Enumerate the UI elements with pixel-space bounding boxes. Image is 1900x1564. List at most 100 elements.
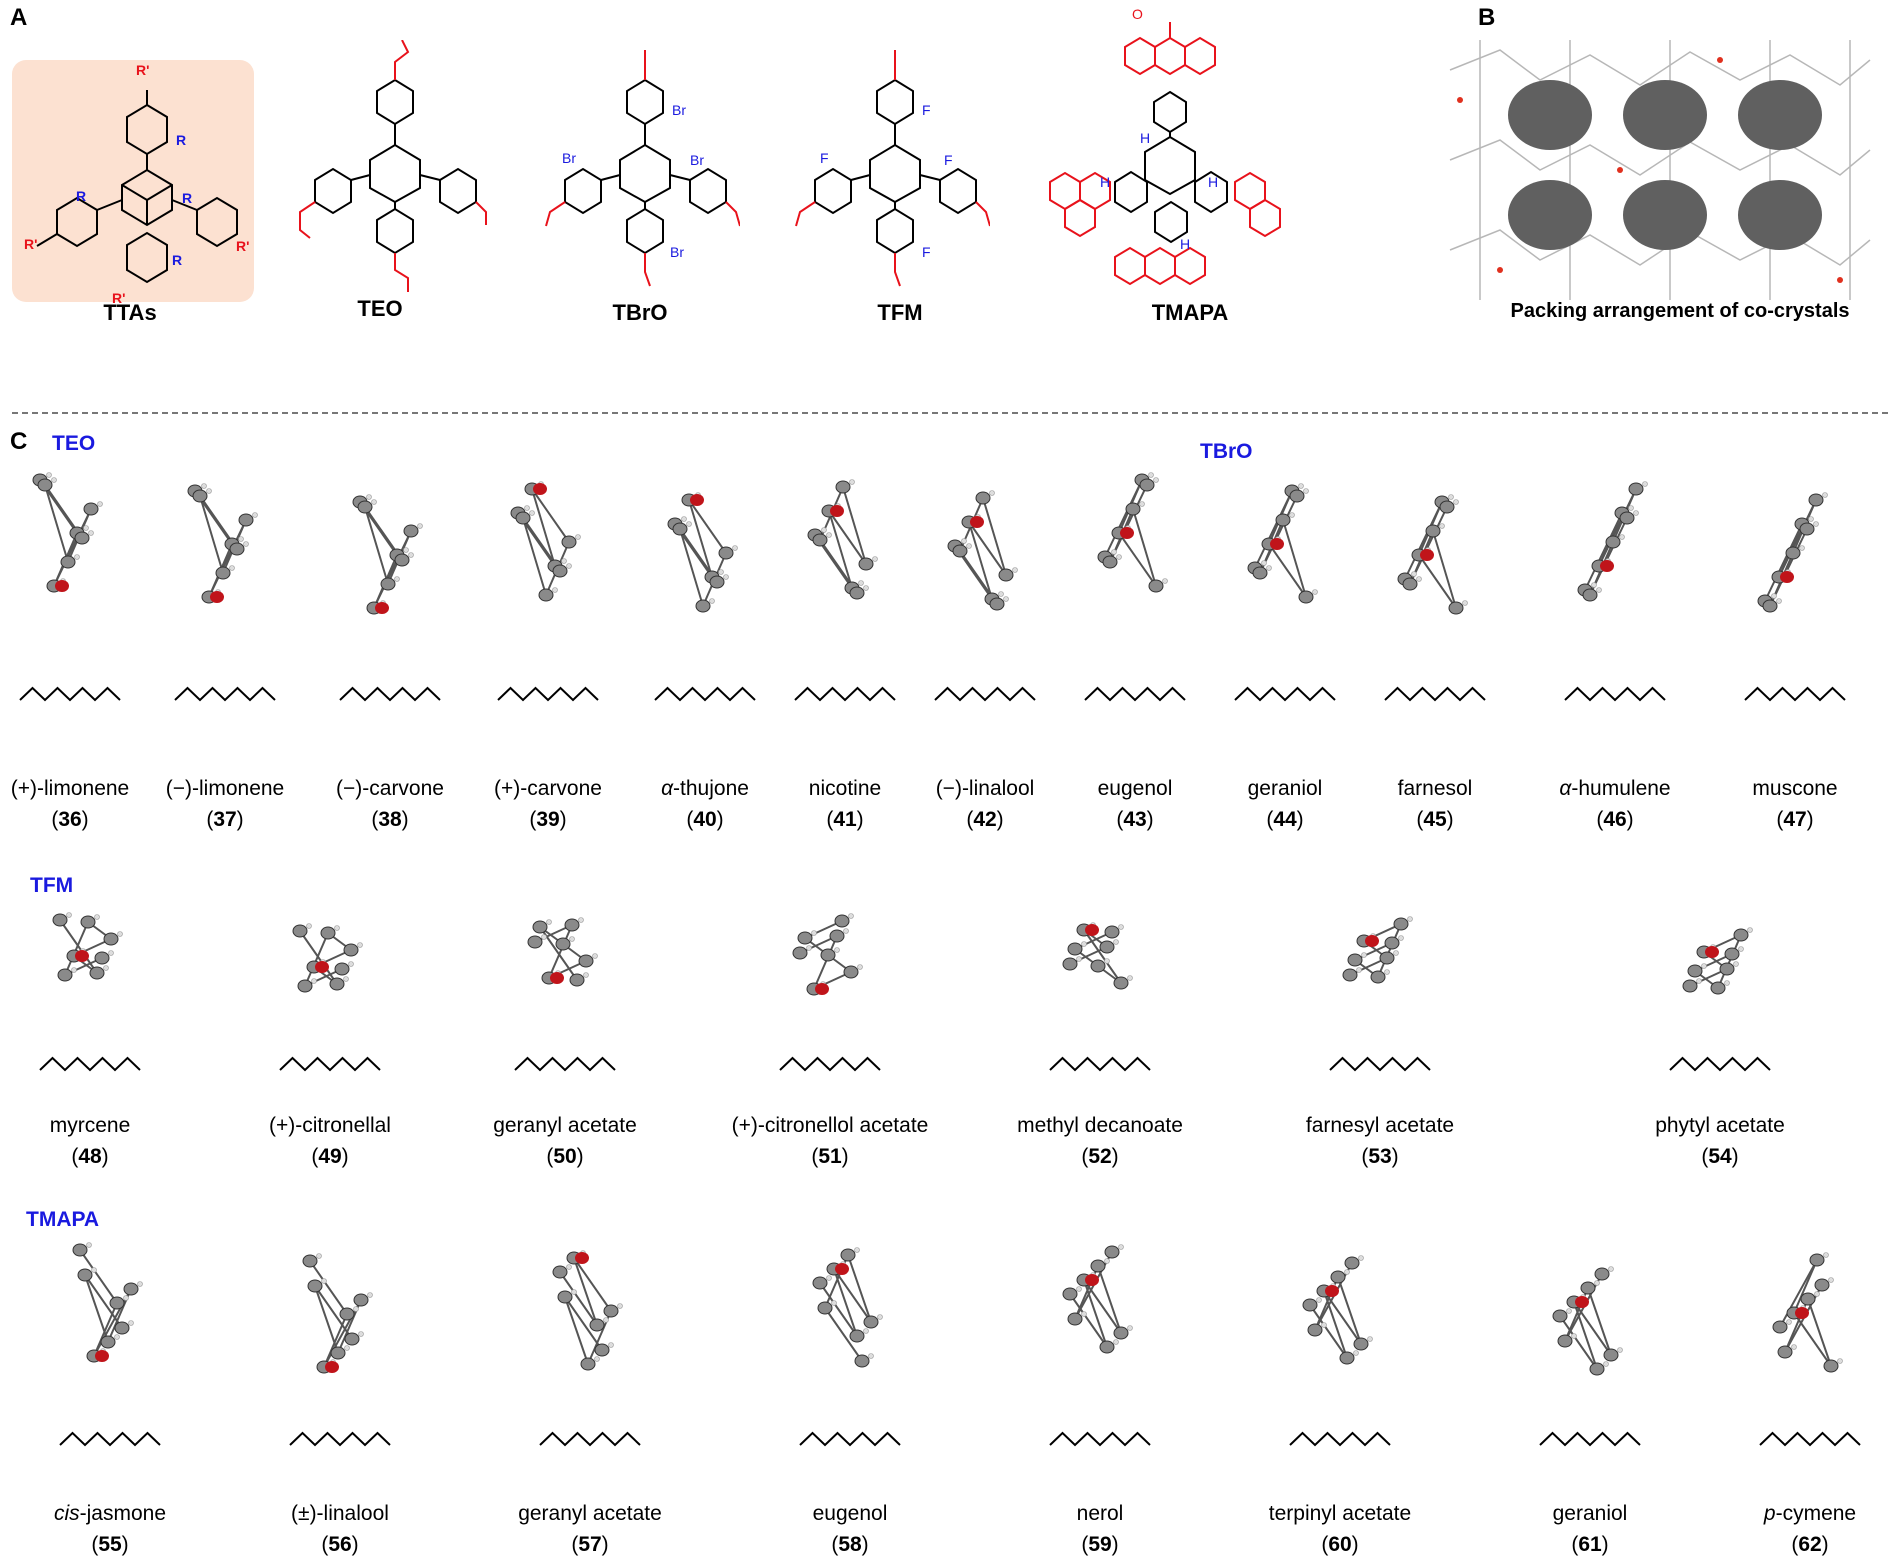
skeletal-structure [1049,1431,1151,1447]
tta-generic-structure [36,90,238,284]
skeletal-structure [779,1056,881,1072]
ortep-molecule [187,483,258,604]
compound-number: (60) [1321,1533,1359,1556]
ortep-molecule [292,923,363,993]
tmapa-h-1: H [1140,130,1151,146]
compound-name: muscone [1752,777,1838,800]
ortep-molecule [1247,483,1318,604]
tbro-br-1: Br [672,102,686,118]
skeletal-structure [279,1056,381,1072]
host-label-tmapa: TMAPA [1151,300,1229,325]
compound-number: (41) [826,808,864,831]
compound-number: (38) [371,808,409,831]
skeletal-structure [1744,686,1846,702]
skeletal-structure [339,686,441,702]
compound-name: α-thujone [661,777,749,800]
compound-name: (+)-citronellal [269,1114,391,1137]
host-label-ttas: TTAs [103,300,157,325]
compound-39: (+)-carvone (39) [483,773,613,835]
compound-number: (57) [571,1533,609,1556]
compound-37: (−)-limonene (37) [160,773,290,835]
tta-generic-box [12,60,254,302]
ortep-molecule [812,1247,883,1368]
ortep-molecule [1062,1244,1133,1354]
compound-name: geranyl acetate [493,1114,637,1137]
tmapa-h-2: H [1100,174,1111,190]
tfm-f-1: F [922,102,931,118]
compound-number: (58) [831,1533,869,1556]
compound-52: methyl decanoate (52) [1000,1110,1200,1172]
row3-skeletal-strip [59,1431,1861,1447]
tmapa-h-3: H [1208,174,1219,190]
ortep-molecule [552,1250,623,1371]
r-right: R [182,190,193,206]
packing-arrangement-image [1449,40,1871,300]
compound-49: (+)-citronellal (49) [250,1110,410,1172]
panel-a-letter: A [10,4,28,31]
r-top: R [176,132,187,148]
ortep-molecule [510,481,581,602]
skeletal-structure [39,1056,141,1072]
skeletal-structure [174,686,276,702]
skeletal-structure [799,1431,901,1447]
r-prime-left: R' [24,236,38,252]
skeletal-structure [539,1431,641,1447]
compound-name: myrcene [49,1114,131,1137]
host-label-tbro: TBrO [612,300,668,325]
compound-name: (+)-limonene [10,777,130,800]
ortep-molecule [947,490,1018,611]
compound-number: (36) [51,808,89,831]
compound-name: eugenol [1097,777,1173,800]
compound-name: (−)-carvone [336,777,444,800]
r-left: R [76,188,87,204]
skeletal-structure [19,686,121,702]
r-prime-right: R' [236,238,250,254]
host-label-teo: TEO [357,296,403,321]
compound-60: terpinyl acetate (60) [1250,1498,1430,1560]
compound-55: cis-jasmone (55) [40,1498,180,1560]
compound-number: (51) [811,1145,849,1168]
compound-name: eugenol [812,1502,888,1525]
skeletal-structure [1759,1431,1861,1447]
compound-number: (55) [91,1533,129,1556]
teo-structure [299,40,487,292]
ortep-molecule [52,912,123,982]
compound-51: (+)-citronellol acetate (51) [710,1110,950,1172]
skeletal-structure [934,686,1036,702]
skeletal-structure [1329,1056,1431,1072]
compound-61: geraniol (61) [1520,1498,1660,1560]
packing-label: Packing arrangement of co-crystals [1510,300,1850,322]
compound-name: (+)-carvone [494,777,602,800]
compound-number: (42) [966,808,1004,831]
compound-name: phytyl acetate [1655,1114,1785,1137]
skeletal-structure [497,686,599,702]
section-label-teo: TEO [52,432,96,455]
ortep-molecule [1682,927,1753,995]
compound-name: (+)-citronellol acetate [731,1114,929,1137]
compound-number: (54) [1701,1145,1739,1168]
ortep-molecule [807,479,878,600]
compound-57: geranyl acetate (57) [500,1498,680,1560]
ortep-molecule [72,1242,143,1363]
skeletal-structure [1564,686,1666,702]
panel-c-letter: C [10,428,28,455]
compound-number: (45) [1416,808,1454,831]
compound-42: (−)-linalool (42) [920,773,1050,835]
host-label-tfm: TFM [877,300,923,325]
compound-number: (62) [1791,1533,1829,1556]
ortep-molecule [667,492,738,613]
compound-36: (+)-limonene (36) [5,773,135,835]
ortep-molecule [32,472,103,593]
ortep-molecule [1552,1266,1623,1376]
compound-54: phytyl acetate (54) [1630,1110,1810,1172]
compound-number: (56) [321,1533,359,1556]
compound-number: (40) [686,808,724,831]
skeletal-structure [1669,1056,1771,1072]
skeletal-structure [1084,686,1186,702]
r-prime-bottom: R' [112,290,126,306]
skeletal-structure [289,1431,391,1447]
compound-name: nerol [1076,1502,1124,1525]
compound-name: p-cymene [1763,1502,1857,1525]
compound-number: (49) [311,1145,349,1168]
panel-divider [12,412,1888,414]
